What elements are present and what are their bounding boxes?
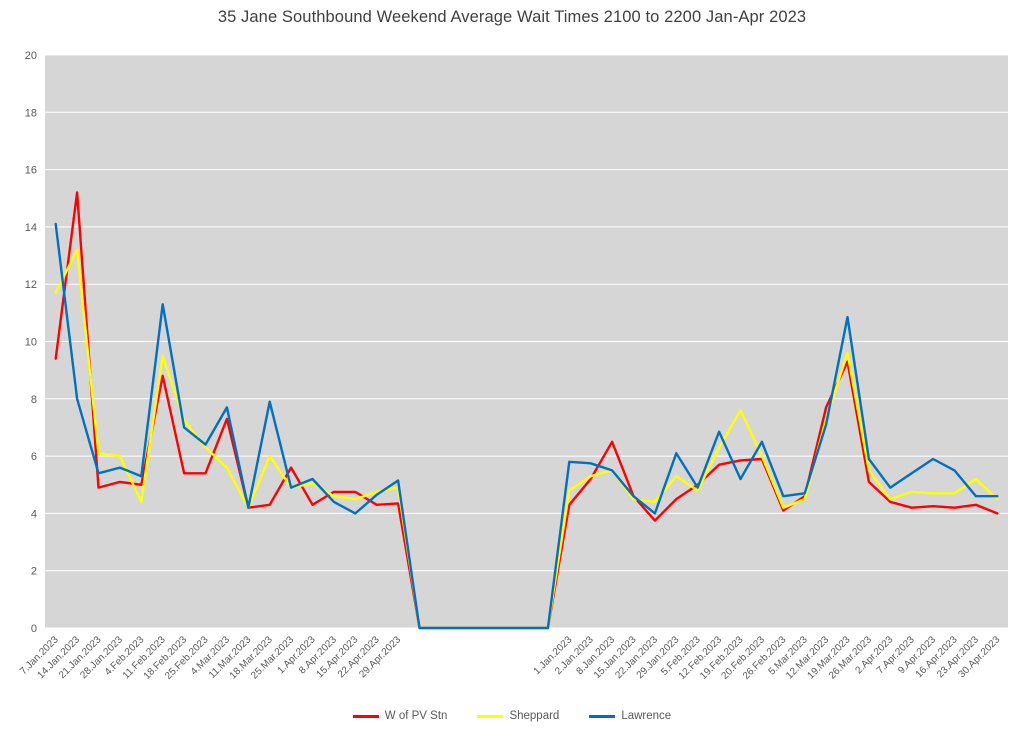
legend-item-sheppard: Sheppard (477, 710, 559, 722)
y-tick-label: 20 (25, 50, 37, 62)
legend-line-swatch-red (352, 714, 379, 718)
legend-line-swatch-yellow (477, 714, 504, 718)
y-tick-label: 0 (31, 623, 37, 635)
legend-line-swatch-blue (589, 714, 616, 718)
y-tick-label: 14 (25, 222, 37, 234)
y-tick-label: 6 (31, 451, 37, 463)
legend-label: W of PV Stn (384, 710, 448, 722)
y-tick-label: 2 (31, 566, 37, 578)
chart-legend: W of PV Stn Sheppard Lawrence (0, 710, 1024, 722)
y-tick-label: 10 (25, 337, 37, 349)
series-line-lawrence (54, 222, 999, 630)
legend-label: Lawrence (621, 710, 672, 722)
y-tick-label: 4 (31, 508, 37, 520)
chart-title: 35 Jane Southbound Weekend Average Wait … (217, 8, 807, 26)
y-tick-label: 12 (25, 279, 37, 291)
legend-label: Sheppard (509, 710, 560, 722)
legend-item-w-of-pv-stn: W of PV Stn (352, 710, 448, 722)
legend-item-lawrence: Lawrence (589, 710, 671, 722)
y-tick-label: 16 (25, 165, 37, 177)
y-tick-label: 8 (31, 394, 37, 406)
y-tick-label: 18 (25, 107, 37, 119)
